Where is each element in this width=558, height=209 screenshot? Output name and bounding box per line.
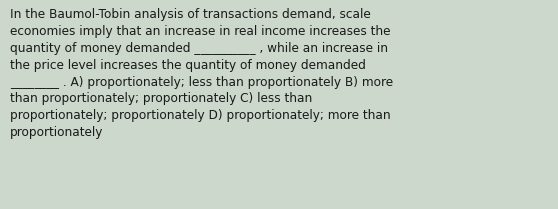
Text: In the Baumol-Tobin analysis of transactions demand, scale
economies imply that : In the Baumol-Tobin analysis of transact… <box>10 8 393 139</box>
